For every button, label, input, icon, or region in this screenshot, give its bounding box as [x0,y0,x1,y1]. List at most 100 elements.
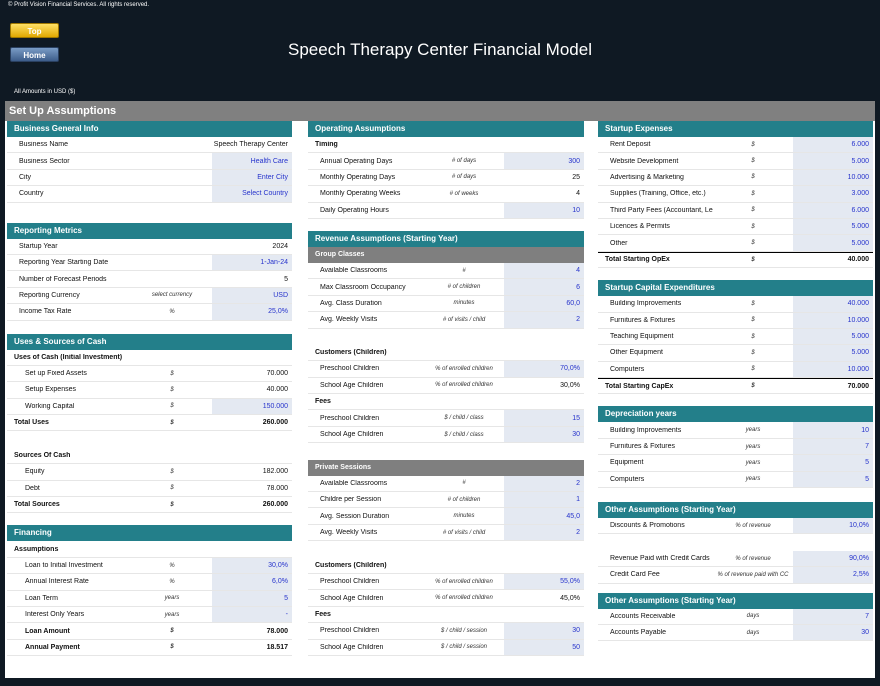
input-cell[interactable]: 10.000 [793,169,873,186]
input-cell[interactable]: 150.000 [212,398,292,415]
input-cell[interactable]: 300 [504,153,584,169]
home-button[interactable]: Home [10,47,59,62]
input-cell[interactable]: 5.000 [793,153,873,169]
input-cell[interactable]: Enter City [212,169,292,186]
row-unit: $ / child / session [440,627,488,634]
input-cell[interactable]: 5.000 [793,328,873,345]
input-cell[interactable]: 1 [504,492,584,508]
input-cell[interactable]: 6 [504,279,584,295]
row-unit: $ [751,349,755,356]
table-row: Daily Operating Hours 10 [308,202,584,219]
input-cell[interactable]: 10.000 [793,361,873,378]
input-cell[interactable]: 50 [504,639,584,655]
input-cell[interactable]: 25,0% [212,304,292,320]
input-cell[interactable]: 10 [504,202,584,218]
row-label: School Age Children [320,594,384,602]
input-cell[interactable]: 1-Jan-24 [212,254,292,271]
row-unit: $ [751,141,755,148]
spacer [308,541,584,557]
row-unit: # of visits / child [442,529,486,536]
row-unit: $ [751,366,755,373]
row-label: Loan to Initial Investment [25,562,103,569]
spacer [308,219,584,231]
value-cell: 18.517 [266,643,288,651]
row-unit: $ [170,501,174,508]
value-cell: 260.000 [262,501,288,509]
table-row: Avg. Weekly Visits # of visits / child 2 [308,524,584,542]
input-cell[interactable]: 5.000 [793,218,873,235]
input-cell[interactable]: 10,0% [793,518,873,534]
input-cell[interactable]: 55,0% [504,573,584,590]
input-cell[interactable]: Health Care [212,153,292,169]
row-unit: $ [751,158,755,165]
row-unit: # [462,480,466,487]
private-customers-title: Customers (Children) [308,558,584,574]
row-label: Teaching Equipment [610,333,674,341]
input-cell[interactable]: Select Country [212,186,292,202]
row-label: Licences & Permits [610,223,670,231]
row-unit: % of revenue [735,555,771,562]
input-cell[interactable]: 30 [504,623,584,639]
private-fees-title: Fees [308,607,584,624]
row-label: Annual Operating Days [320,157,393,165]
input-cell[interactable]: 70,0% [504,361,584,377]
input-cell[interactable]: 7 [793,438,873,455]
top-button[interactable]: Top [10,23,59,38]
table-row: Teaching Equipment $5.000 [598,328,873,346]
row-unit: $ [751,223,755,230]
row-unit: years [745,476,761,483]
table-row: Country Select Country [7,186,292,203]
page-title: Speech Therapy Center Financial Model [288,40,592,59]
table-row: Monthly Operating Weeks # of weeks 4 [308,186,584,203]
input-cell[interactable]: 60,0 [504,295,584,312]
input-cell[interactable]: 45,0 [504,508,584,524]
row-label: Income Tax Rate [19,308,72,316]
table-row: Avg. Class Duration minutes 60,0 [308,295,584,313]
row-label: Interest Only Years [25,611,85,619]
input-cell[interactable]: 3.000 [793,186,873,202]
table-row: Reporting Currency select currency USD [7,287,292,305]
input-cell[interactable]: 5.000 [793,235,873,251]
input-cell[interactable]: 30,0% [212,557,292,574]
input-cell[interactable]: 2,5% [793,567,873,583]
column-left: Business General Info Business Name Speech… [7,121,292,657]
input-cell[interactable]: USD [212,287,292,304]
table-row: Supplies (Training, Office, etc.) $3.000 [598,186,873,203]
value-cell: 45,0% [560,594,580,602]
input-cell[interactable]: 2 [504,524,584,541]
row-unit: years [164,595,180,602]
table-row: Other $5.000 [598,235,873,252]
input-cell[interactable]: 4 [504,262,584,279]
input-cell[interactable]: 40.000 [793,296,873,312]
input-cell[interactable]: 6,0% [212,574,292,590]
input-cell[interactable]: 5.000 [793,345,873,361]
table-row: School Age Children $ / child / session 50 [308,639,584,656]
input-cell[interactable]: 6.000 [793,137,873,153]
input-cell[interactable]: 2 [504,312,584,328]
input-cell[interactable]: 5 [793,471,873,488]
input-cell[interactable]: 5 [793,455,873,471]
row-unit: # of children [447,284,481,291]
row-label: Computers [610,475,645,483]
row-unit: % of enrolled children [435,365,493,372]
input-cell[interactable]: 10 [793,422,873,438]
row-unit: $ [170,644,174,651]
input-cell[interactable]: 5 [212,590,292,606]
spacer [598,488,873,502]
row-label: Preschool Children [320,578,380,586]
input-cell[interactable]: 30 [504,426,584,443]
input-cell[interactable]: 6.000 [793,202,873,218]
input-cell[interactable]: 90,0% [793,550,873,567]
row-unit: $ [170,628,174,635]
table-row: Avg. Session Duration minutes 45,0 [308,508,584,525]
input-cell[interactable]: 10.000 [793,312,873,328]
row-label: School Age Children [320,643,384,651]
spacer [7,203,292,223]
table-row: School Age Children % of enrolled childre… [308,590,584,607]
input-cell[interactable]: 7 [793,608,873,624]
input-cell[interactable]: 15 [504,410,584,426]
row-label: Furnitures & Fixtures [610,443,675,451]
input-cell[interactable]: 30 [793,624,873,641]
input-cell[interactable]: 2 [504,475,584,492]
input-cell[interactable]: - [212,606,292,623]
